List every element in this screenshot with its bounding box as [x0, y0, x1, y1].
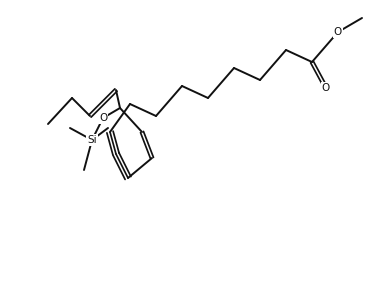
Text: Si: Si [87, 135, 97, 145]
Text: O: O [334, 27, 342, 37]
Text: O: O [322, 83, 330, 93]
Text: O: O [99, 113, 107, 123]
